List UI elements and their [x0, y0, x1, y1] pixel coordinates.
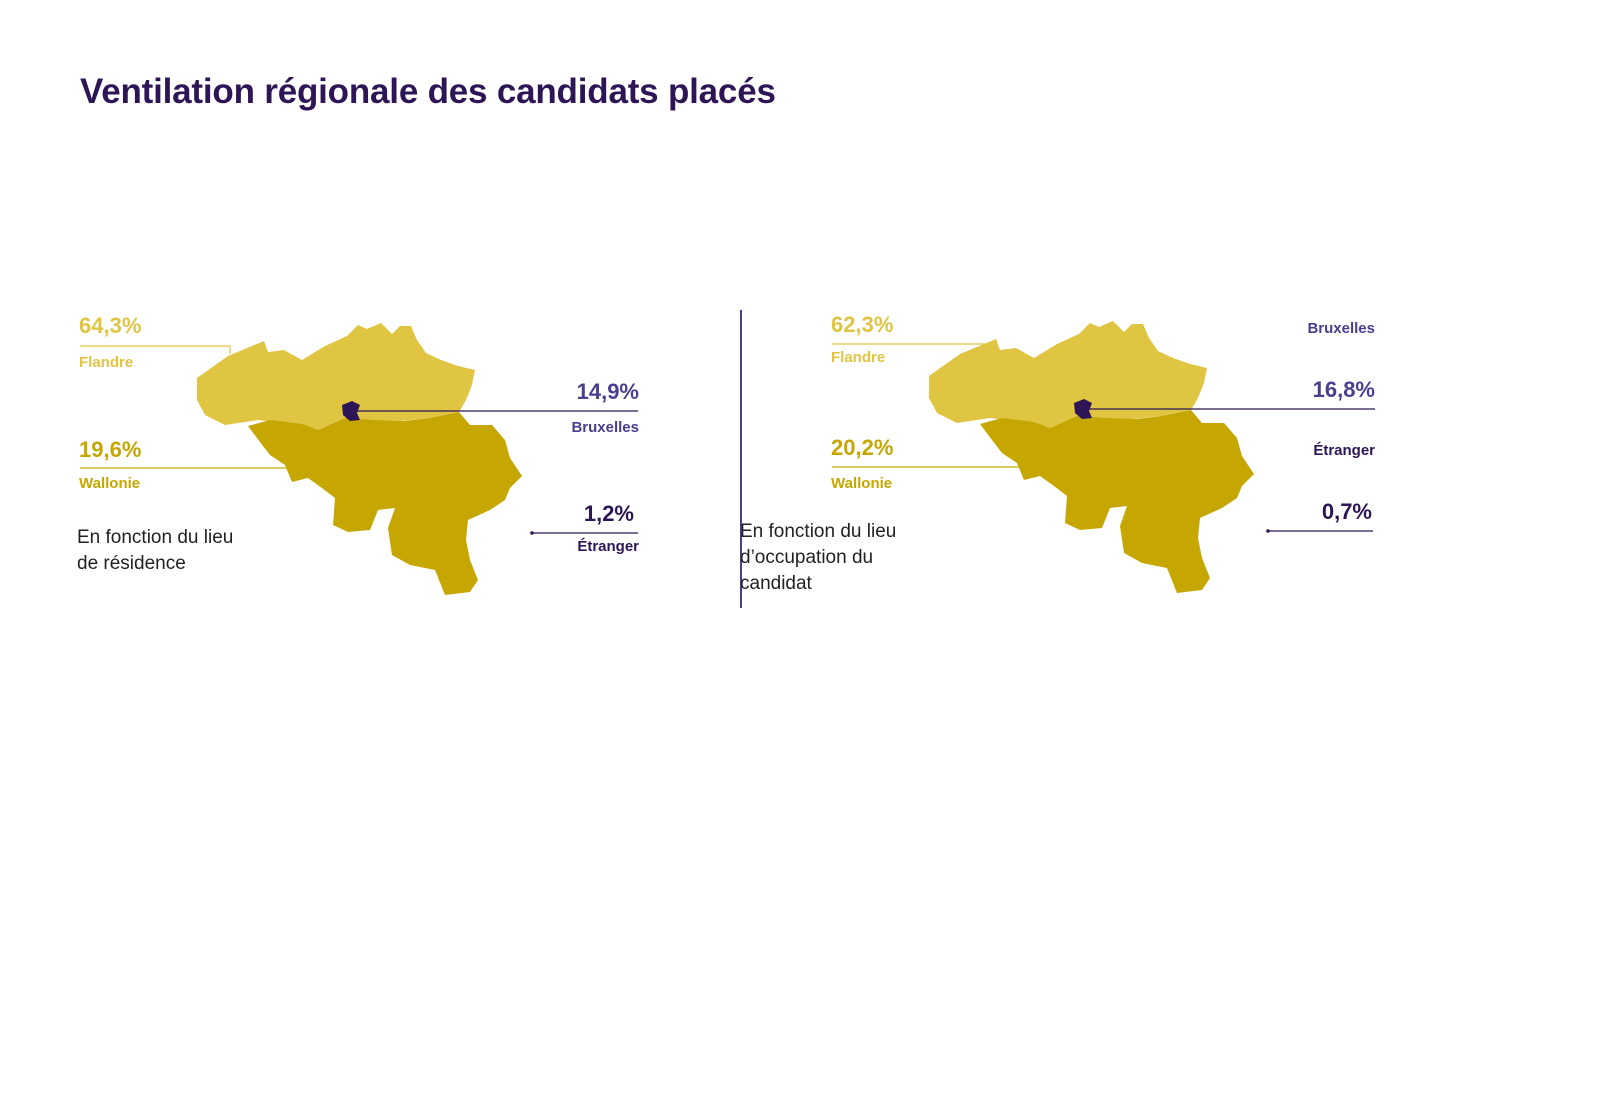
region-flandre [197, 323, 475, 430]
belgium-map-residence [80, 323, 638, 595]
region-bruxelles [1074, 399, 1092, 419]
wallonie-label: Wallonie [79, 475, 141, 492]
caption-line-1: En fonction du lieu [77, 527, 234, 548]
panel-divider [740, 310, 742, 608]
wallonie-value: 20,2% [831, 435, 894, 460]
leader-flandre [80, 345, 231, 354]
caption-line-3: candidat [740, 573, 812, 594]
region-wallonie [248, 412, 522, 595]
region-wallonie [980, 410, 1254, 593]
leader-etranger-dot [1266, 529, 1270, 533]
caption-line-1: En fonction du lieu [740, 521, 897, 542]
wallonie-label: Wallonie [831, 475, 893, 492]
flandre-label: Flandre [831, 349, 886, 366]
map-caption: En fonction du lieu d’occupation du cand… [740, 519, 980, 597]
map-caption: En fonction du lieu de résidence [77, 525, 317, 577]
page-title: Ventilation régionale des candidats plac… [80, 72, 776, 111]
belgium-map-occupation [832, 321, 1375, 593]
map-panel-residence: 64,3% Flandre 19,6% Wallonie 14,9% Bruxe… [0, 290, 700, 620]
bruxelles-label: Bruxelles [1307, 320, 1375, 337]
etranger-value: 0,7% [1321, 499, 1372, 524]
region-bruxelles [342, 401, 360, 421]
bruxelles-label: Bruxelles [571, 419, 639, 436]
map-panel-occupation: 62,3% Flandre 20,2% Wallonie Bruxelles 1… [740, 290, 1440, 620]
etranger-label: Étranger [577, 538, 639, 555]
caption-line-2: de résidence [77, 553, 186, 574]
caption-line-2: d’occupation du [740, 547, 874, 568]
leader-flandre [832, 343, 986, 352]
region-flandre [929, 321, 1207, 428]
etranger-label: Étranger [1313, 442, 1375, 459]
wallonie-value: 19,6% [79, 437, 142, 462]
leader-etranger-dot [530, 531, 534, 535]
flandre-value: 64,3% [79, 313, 142, 338]
bruxelles-value: 14,9% [576, 379, 639, 404]
flandre-label: Flandre [79, 354, 134, 371]
etranger-value: 1,2% [583, 501, 634, 526]
flandre-value: 62,3% [831, 312, 894, 337]
bruxelles-value: 16,8% [1312, 377, 1375, 402]
